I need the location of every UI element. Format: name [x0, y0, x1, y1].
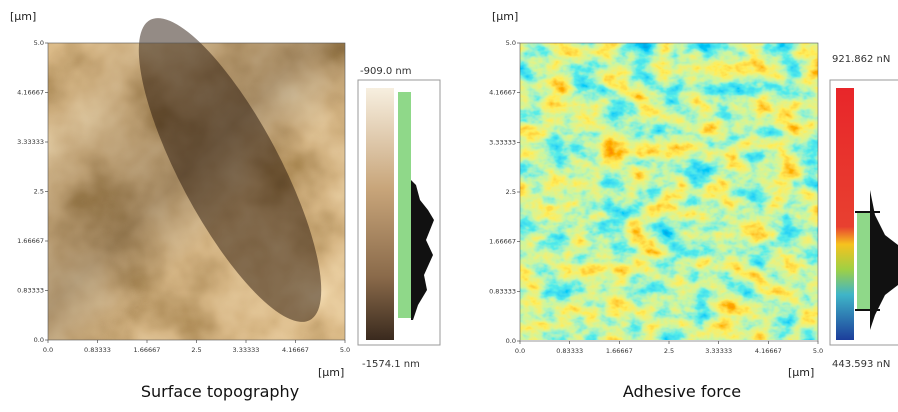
y-tick-label: 0.0: [506, 337, 516, 345]
y-tick-label: 0.83333: [17, 287, 44, 295]
y-unit: [µm]: [10, 10, 36, 23]
x-tick-label: 0.83333: [556, 347, 583, 355]
x-tick-label: 0.0: [515, 347, 525, 355]
y-unit: [µm]: [492, 10, 518, 23]
scale-max: -909.0 nm: [360, 66, 412, 77]
x-tick-label: 5.0: [340, 346, 350, 354]
x-tick-label: 4.16667: [755, 347, 782, 355]
scale-min: -1574.1 nm: [362, 359, 420, 370]
x-tick-label: 0.0: [43, 346, 53, 354]
x-tick-label: 2.5: [664, 347, 674, 355]
x-unit: [µm]: [318, 366, 344, 379]
topography-shade: [48, 43, 345, 340]
y-tick-label: 2.5: [506, 188, 516, 196]
x-tick-label: 0.83333: [84, 346, 111, 354]
x-tick-label: 2.5: [191, 346, 201, 354]
y-tick-label: 2.5: [34, 188, 44, 196]
colorbar: [836, 88, 854, 340]
y-tick-label: 4.16667: [489, 89, 516, 97]
adhesion-image: [520, 43, 818, 340]
x-tick-label: 4.16667: [282, 346, 309, 354]
x-tick-label: 3.33333: [705, 347, 732, 355]
caption: Surface topography: [141, 382, 299, 401]
x-tick-label: 3.33333: [233, 346, 260, 354]
x-tick-label: 1.66667: [606, 347, 633, 355]
colorbar: [366, 88, 394, 340]
scale-min: 443.593 nN: [832, 359, 890, 370]
histogram: [411, 180, 434, 320]
y-tick-label: 5.0: [34, 39, 44, 47]
histogram: [870, 190, 898, 330]
y-tick-label: 3.33333: [17, 138, 44, 146]
colorbar-range: [398, 92, 411, 318]
y-tick-label: 1.66667: [489, 238, 516, 246]
caption: Adhesive force: [623, 382, 741, 401]
y-tick-label: 1.66667: [17, 237, 44, 245]
colorbar-range: [857, 212, 870, 310]
x-unit: [µm]: [788, 366, 814, 379]
x-tick-label: 5.0: [813, 347, 823, 355]
y-tick-label: 3.33333: [489, 138, 516, 146]
x-tick-label: 1.66667: [134, 346, 161, 354]
y-tick-label: 0.83333: [489, 287, 516, 295]
scale-max: 921.862 nN: [832, 54, 890, 65]
y-tick-label: 0.0: [34, 336, 44, 344]
y-tick-label: 5.0: [506, 39, 516, 47]
y-tick-label: 4.16667: [17, 89, 44, 97]
